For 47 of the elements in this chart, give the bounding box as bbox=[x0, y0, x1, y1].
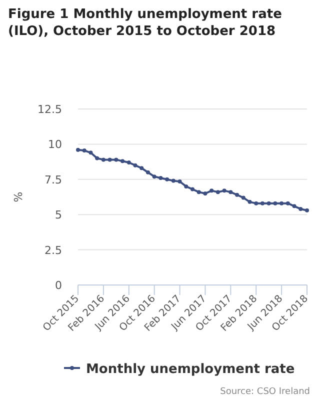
point bbox=[88, 150, 93, 155]
point bbox=[133, 163, 138, 168]
point bbox=[140, 166, 144, 170]
point bbox=[196, 190, 201, 194]
chart-title: Figure 1 Monthly unemployment rate (ILO), October 2015 to October 2018 bbox=[8, 7, 282, 39]
point bbox=[126, 160, 131, 165]
point bbox=[76, 148, 80, 152]
y-tick-label: 2.5 bbox=[44, 244, 62, 257]
point bbox=[165, 177, 170, 182]
point bbox=[108, 158, 112, 162]
point bbox=[178, 180, 182, 184]
point bbox=[280, 201, 284, 206]
point bbox=[228, 190, 233, 194]
y-tick-label: 10 bbox=[48, 138, 62, 152]
y-tick-label: 0 bbox=[55, 279, 62, 292]
point bbox=[266, 201, 271, 206]
point bbox=[216, 190, 220, 194]
point bbox=[152, 174, 156, 179]
point bbox=[95, 156, 100, 160]
point bbox=[82, 148, 86, 153]
y-axis-title: % bbox=[12, 192, 25, 202]
point bbox=[114, 158, 118, 162]
y-tick-label: 5 bbox=[55, 208, 62, 222]
point bbox=[286, 201, 290, 206]
point bbox=[190, 187, 194, 192]
point bbox=[241, 196, 246, 200]
point bbox=[235, 192, 240, 197]
point bbox=[158, 176, 163, 180]
y-tick-label: 7.5 bbox=[44, 173, 62, 186]
source-note: Source: CSO Ireland bbox=[220, 387, 310, 397]
legend-label: Monthly unemployment rate bbox=[86, 362, 295, 377]
point bbox=[203, 191, 208, 196]
point bbox=[171, 178, 176, 183]
point bbox=[248, 200, 252, 204]
point bbox=[146, 170, 150, 174]
point bbox=[298, 206, 303, 211]
point bbox=[292, 204, 296, 208]
point bbox=[120, 159, 125, 164]
point bbox=[305, 208, 309, 212]
point bbox=[260, 201, 264, 206]
point bbox=[222, 188, 226, 193]
point bbox=[254, 201, 258, 206]
point bbox=[101, 158, 106, 162]
y-tick-label: 12.5 bbox=[38, 103, 62, 116]
point bbox=[273, 201, 278, 206]
point bbox=[210, 188, 214, 193]
point bbox=[184, 184, 188, 188]
